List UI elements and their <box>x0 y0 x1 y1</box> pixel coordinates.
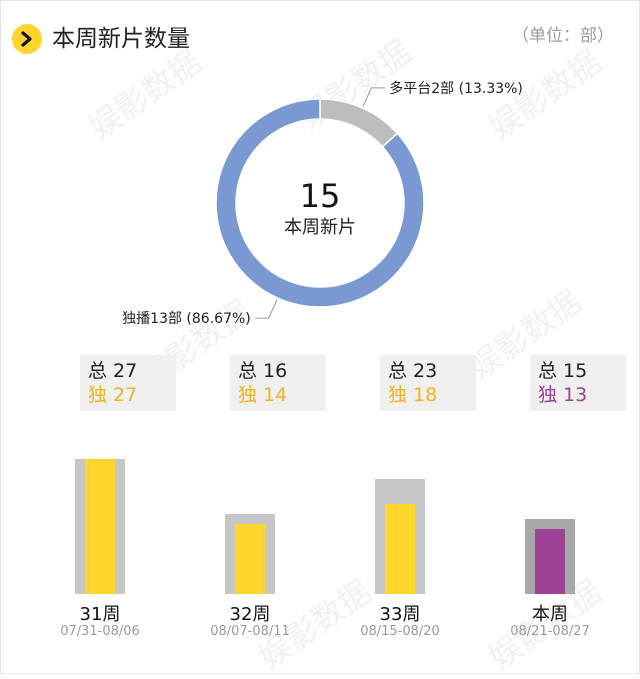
bar-callout: 总 15 独 13 <box>530 355 626 411</box>
pie-leader-line <box>362 87 386 107</box>
bar-exclusive <box>235 524 265 594</box>
bar-chart <box>75 459 575 594</box>
header: 本周新片数量 （单位：部） <box>0 0 640 80</box>
unit-label: （单位：部） <box>512 26 614 46</box>
donut-center-label: 本周新片 <box>284 217 356 238</box>
callout-total: 总 16 <box>238 360 288 382</box>
date-range: 08/07-08/11 <box>210 624 290 639</box>
date-range: 07/31-08/06 <box>60 624 140 639</box>
week-label: 31周 <box>79 604 121 625</box>
pie-slice-label: 独播13部 (86.67%) <box>122 311 251 327</box>
pie-leader-line <box>254 299 278 319</box>
pie-slice-label: 多平台2部 (13.33%) <box>389 80 523 97</box>
bar-exclusive <box>385 504 415 594</box>
bar-callout: 总 16 独 14 <box>230 355 326 411</box>
bar-exclusive <box>85 459 115 594</box>
callout-exclusive: 独 27 <box>88 384 138 406</box>
callout-total: 总 23 <box>388 360 438 382</box>
bar-exclusive <box>535 529 565 594</box>
bar-callout: 总 23 独 18 <box>380 355 476 411</box>
week-label: 32周 <box>229 604 271 625</box>
pie-slice <box>319 98 399 148</box>
callout-total: 总 27 <box>88 360 138 382</box>
pie-slice <box>215 98 425 308</box>
callout-exclusive: 独 13 <box>538 384 588 406</box>
week-label: 33周 <box>379 604 421 625</box>
date-range: 08/21-08/27 <box>510 624 590 639</box>
callout-exclusive: 独 14 <box>238 384 288 406</box>
callout-total: 总 15 <box>538 360 588 382</box>
callout-exclusive: 独 18 <box>388 384 438 406</box>
week-label: 本周 <box>532 604 568 625</box>
chevron-right-icon <box>12 24 42 54</box>
bar-callout: 总 27 独 27 <box>80 355 176 411</box>
page-title: 本周新片数量 <box>52 26 190 52</box>
date-range: 08/15-08/20 <box>360 624 440 639</box>
donut-center-value: 15 <box>300 177 341 215</box>
